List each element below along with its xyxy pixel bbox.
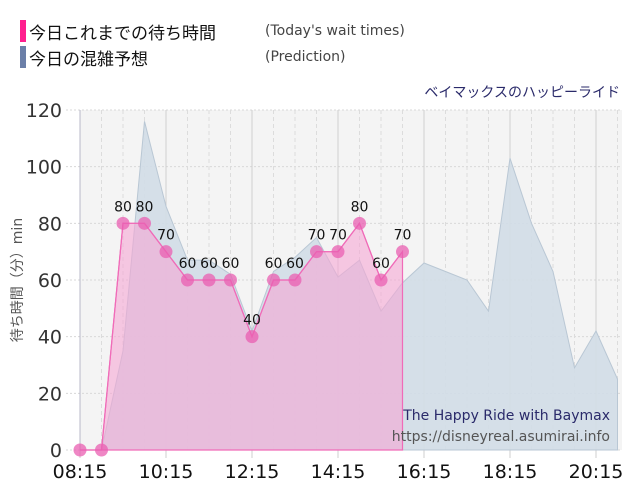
y-tick-label: 20 [38,383,62,405]
data-label: 60 [372,256,390,272]
x-tick-label: 18:15 [483,461,538,483]
data-label: 70 [394,228,412,244]
data-label: 40 [243,313,261,329]
data-label: 70 [308,228,326,244]
y-tick-label: 40 [38,327,62,349]
data-point [224,273,237,287]
data-label: 60 [222,256,240,272]
data-label: 80 [351,199,369,215]
x-tick-label: 14:15 [311,461,366,483]
data-point [353,216,366,230]
series-areas [80,121,618,451]
data-point [73,443,87,457]
data-label: 70 [157,228,175,244]
data-point [159,245,173,259]
data-point [181,273,194,287]
x-axis-ticks: 08:15 10:15 12:15 14:15 16:15 18:15 20:15 [53,461,624,483]
legend-label-today-en: (Today's wait times) [265,23,405,39]
data-label: 60 [179,256,197,272]
y-tick-label: 80 [38,213,62,235]
watermark-url: https://disneyreal.asumirai.info [392,429,610,445]
y-axis-ticks: 0 20 40 60 80 100 120 [26,100,62,462]
x-tick-label: 16:15 [397,461,452,483]
data-label: 80 [114,199,132,215]
data-point [288,273,302,287]
legend-label-prediction-en: (Prediction) [265,49,346,65]
x-tick-label: 08:15 [53,461,108,483]
data-point [116,216,130,230]
data-point [202,273,216,287]
x-tick-label: 12:15 [225,461,280,483]
y-axis-label: 待ち時間（分）min [10,218,26,342]
data-point [138,216,151,230]
y-tick-label: 0 [50,440,62,462]
legend-label-today-jp: 今日これまでの待ち時間 [29,23,216,44]
data-point [310,245,323,259]
data-label: 80 [136,199,154,215]
data-point [374,273,388,287]
legend-swatch-today [20,20,26,42]
legend-label-prediction-jp: 今日の混雑予想 [29,49,148,70]
y-tick-label: 120 [26,100,62,122]
ride-title: ベイマックスのハッピーライド [424,85,620,101]
legend-swatch-prediction [20,46,26,68]
legend-item-prediction[interactable]: 今日の混雑予想 (Prediction) [20,44,405,70]
data-point [245,330,259,344]
data-label: 60 [200,256,218,272]
data-point [396,245,409,259]
y-tick-label: 100 [26,157,62,179]
watermark-title: The Happy Ride with Baymax [402,408,610,424]
data-label: 70 [329,228,347,244]
data-point [267,273,280,287]
legend-item-today[interactable]: 今日これまでの待ち時間 (Today's wait times) [20,18,405,44]
x-tick-label: 20:15 [569,461,624,483]
today-line [80,222,403,451]
data-label: 60 [286,256,304,272]
data-point [95,443,108,457]
data-label: 60 [265,256,283,272]
data-points [73,216,409,457]
y-tick-label: 60 [38,270,62,292]
data-point [331,245,345,259]
legend: 今日これまでの待ち時間 (Today's wait times) 今日の混雑予想… [20,18,405,70]
x-tick-label: 10:15 [139,461,194,483]
